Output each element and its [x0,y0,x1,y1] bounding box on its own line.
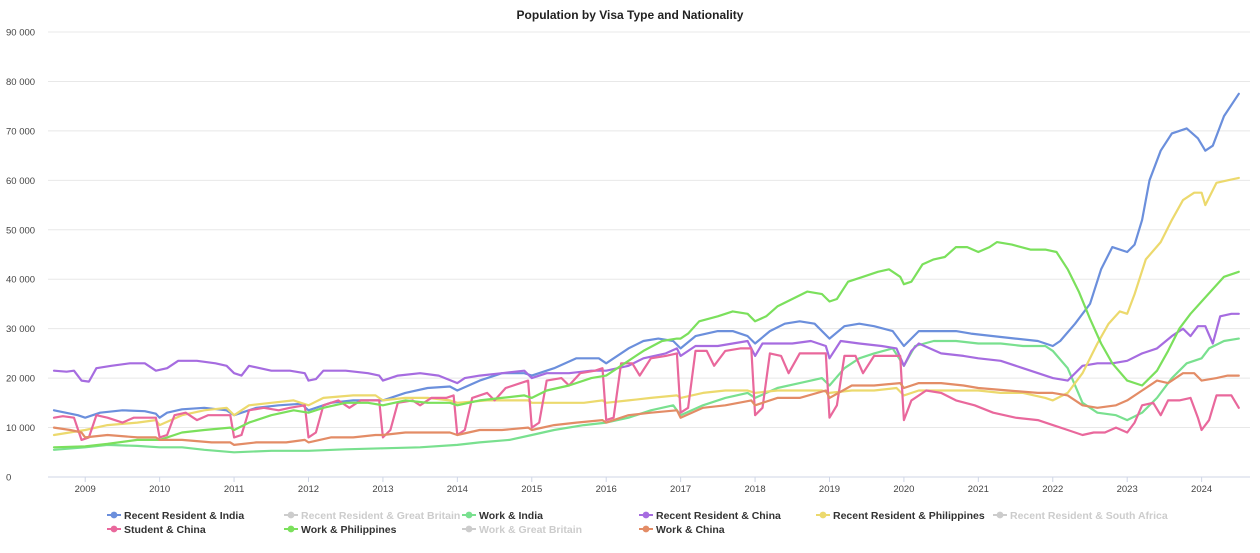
x-tick-label: 2012 [298,484,319,495]
legend-swatch-marker [465,525,473,533]
series-line-recent-resident-philippines[interactable] [52,176,1240,437]
y-tick-label: 20 000 [6,374,35,385]
legend-item-recent-resident-china[interactable]: Recent Resident & China [639,510,781,522]
legend-item-recent-resident-india[interactable]: Recent Resident & India [107,510,244,522]
x-tick-label: 2021 [968,484,989,495]
legend-swatch-marker [465,511,473,519]
x-tick-label: 2018 [744,484,765,495]
y-tick-label: 60 000 [6,176,35,187]
legend-label: Recent Resident & China [656,510,781,522]
series-line-recent-resident-india[interactable] [52,92,1240,419]
legend-label: Recent Resident & South Africa [1010,510,1168,522]
y-tick-label: 30 000 [6,324,35,335]
x-tick-label: 2013 [372,484,393,495]
series-line-work-china[interactable] [52,372,1240,446]
series-line-recent-resident-china[interactable] [52,312,1240,385]
legend-label: Recent Resident & India [124,510,244,522]
legend-label: Work & China [656,524,725,536]
series-line-work-philippines[interactable] [52,241,1240,449]
x-tick-label: 2019 [819,484,840,495]
y-tick-label: 90 000 [6,28,35,39]
y-tick-label: 70 000 [6,126,35,137]
legend-label: Work & Great Britain [479,524,582,536]
legend-swatch-marker [642,511,650,519]
series-line-student-china[interactable] [52,347,1240,441]
legend-item-work-philippines[interactable]: Work & Philippines [284,524,397,536]
legend-swatch-marker [287,511,295,519]
legend-swatch-marker [819,511,827,519]
legend-item-recent-resident-philippines[interactable]: Recent Resident & Philippines [816,510,985,522]
y-tick-label: 0 [6,473,11,484]
chart-title: Population by Visa Type and Nationality [517,8,744,22]
grid-lines [48,31,1250,478]
series-lines [52,92,1240,454]
x-tick-label: 2016 [596,484,617,495]
legend-swatch-marker [110,525,118,533]
x-tick-label: 2024 [1191,484,1212,495]
x-tick-label: 2020 [893,484,914,495]
x-tick-label: 2022 [1042,484,1063,495]
x-tick-label: 2015 [521,484,542,495]
y-tick-label: 40 000 [6,275,35,286]
legend-label: Work & India [479,510,543,522]
x-tick-label: 2010 [149,484,170,495]
legend-label: Work & Philippines [301,524,397,536]
y-tick-label: 80 000 [6,77,35,88]
legend-item-work-india[interactable]: Work & India [462,510,543,522]
x-tick-label: 2014 [447,484,468,495]
x-tick-label: 2017 [670,484,691,495]
legend-swatch-marker [110,511,118,519]
legend: Recent Resident & India Recent Resident &… [107,510,1168,536]
legend-label: Student & China [124,524,206,536]
legend-item-recent-resident-south-africa[interactable]: Recent Resident & South Africa [993,510,1168,522]
x-tick-label: 2023 [1117,484,1138,495]
legend-item-work-china[interactable]: Work & China [639,524,725,536]
legend-swatch-marker [642,525,650,533]
series-line-work-india[interactable] [52,337,1240,454]
legend-swatch-marker [996,511,1004,519]
legend-swatch-marker [287,525,295,533]
x-tick-label: 2011 [224,484,244,495]
legend-item-recent-resident-great-britain[interactable]: Recent Resident & Great Britain [284,510,460,522]
axes: 0 10 000 20 000 30 000 40 000 50 000 60 000 70 … [6,28,1212,496]
x-tick-label: 2009 [75,484,96,495]
y-tick-label: 50 000 [6,225,35,236]
legend-item-work-great-britain[interactable]: Work & Great Britain [462,524,582,536]
legend-item-student-china[interactable]: Student & China [107,524,206,536]
y-tick-label: 10 000 [6,423,35,434]
legend-label: Recent Resident & Great Britain [301,510,460,522]
legend-label: Recent Resident & Philippines [833,510,985,522]
